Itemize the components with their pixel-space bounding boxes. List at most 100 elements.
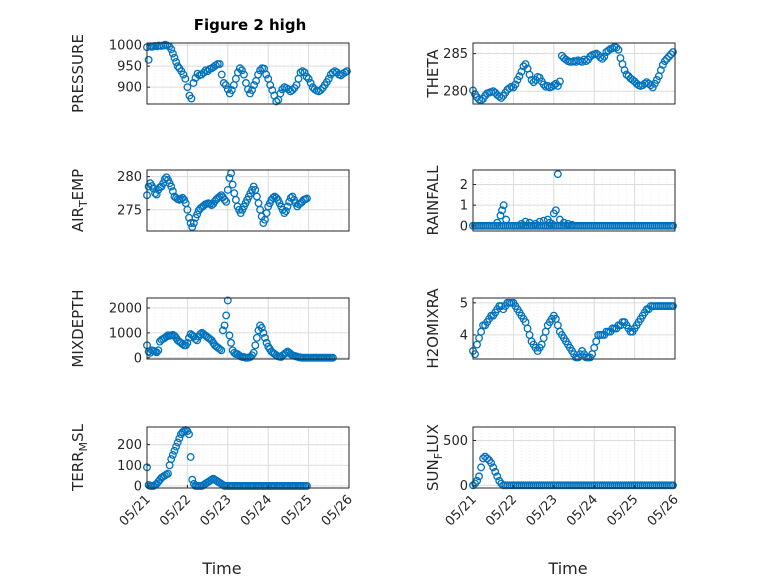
data-point bbox=[473, 476, 481, 485]
data-point bbox=[664, 52, 673, 61]
data-point bbox=[496, 211, 505, 220]
data-point bbox=[256, 66, 265, 75]
data-point bbox=[669, 481, 677, 490]
subplot-5: 5 4 H2OMIXRA bbox=[424, 288, 677, 369]
plot-area bbox=[147, 298, 349, 359]
subplot-4: 2000 1000 0 MIXDEPTH bbox=[69, 289, 350, 368]
data-point bbox=[660, 57, 669, 66]
series-markers bbox=[469, 452, 677, 490]
data-point bbox=[328, 353, 337, 362]
y-tick-label: 100 bbox=[117, 459, 142, 474]
data-point bbox=[551, 79, 560, 88]
data-point bbox=[219, 79, 228, 87]
data-point bbox=[498, 206, 507, 215]
data-point bbox=[227, 338, 235, 347]
data-point bbox=[183, 83, 192, 92]
data-point bbox=[535, 73, 544, 82]
data-point bbox=[568, 220, 576, 229]
y-tick-label: 500 bbox=[443, 434, 468, 449]
data-point bbox=[563, 219, 572, 228]
data-point bbox=[249, 348, 258, 357]
x-axis-label: Time bbox=[201, 559, 241, 578]
y-tick-label: 900 bbox=[117, 81, 142, 96]
data-point bbox=[185, 430, 193, 439]
data-point bbox=[551, 206, 560, 215]
data-point bbox=[669, 221, 677, 230]
subplot-3: 2 1 0 RAINFALL bbox=[424, 165, 677, 235]
data-point bbox=[168, 450, 177, 459]
data-point bbox=[217, 70, 226, 79]
data-point bbox=[650, 79, 659, 88]
data-point bbox=[491, 467, 500, 476]
data-point bbox=[521, 217, 530, 226]
y-axis-label: SUNFLUX bbox=[424, 424, 445, 491]
data-point bbox=[172, 57, 181, 66]
y-tick-label: 950 bbox=[117, 60, 142, 75]
data-point bbox=[183, 338, 192, 347]
data-point bbox=[215, 60, 224, 68]
data-point bbox=[600, 52, 609, 61]
y-tick-label: 1000 bbox=[109, 39, 142, 54]
data-point bbox=[191, 73, 200, 82]
series-markers bbox=[469, 298, 677, 362]
data-point bbox=[549, 81, 558, 90]
data-point bbox=[596, 53, 605, 62]
data-point bbox=[266, 81, 275, 90]
data-point bbox=[499, 201, 508, 210]
data-point bbox=[489, 463, 498, 472]
data-point bbox=[304, 74, 313, 83]
data-point bbox=[217, 346, 226, 355]
data-point bbox=[235, 64, 244, 73]
data-point bbox=[511, 80, 520, 89]
data-point bbox=[539, 80, 548, 89]
data-point bbox=[497, 94, 506, 102]
y-tick-label: 4 bbox=[460, 328, 468, 343]
data-point bbox=[531, 219, 540, 228]
data-point bbox=[553, 81, 562, 90]
y-tick-label: 1000 bbox=[109, 326, 142, 341]
data-point bbox=[196, 330, 205, 339]
y-axis-label: AIRTEMP bbox=[69, 169, 90, 232]
data-point bbox=[547, 219, 556, 228]
data-point bbox=[181, 74, 190, 83]
axes-box bbox=[146, 426, 350, 489]
data-point bbox=[244, 85, 252, 94]
data-point bbox=[282, 348, 290, 357]
data-point bbox=[250, 81, 259, 90]
data-point bbox=[477, 463, 486, 472]
data-point bbox=[167, 455, 176, 464]
data-point bbox=[662, 54, 671, 63]
data-point bbox=[240, 70, 248, 79]
data-point bbox=[527, 75, 536, 84]
y-tick-label: 0 bbox=[134, 351, 142, 366]
data-point bbox=[222, 197, 231, 206]
data-point bbox=[220, 321, 229, 330]
data-point bbox=[220, 195, 229, 204]
series-markers bbox=[143, 296, 337, 362]
data-point bbox=[252, 333, 261, 342]
y-tick-label: 0 bbox=[460, 219, 468, 234]
data-point bbox=[225, 331, 234, 340]
data-point bbox=[302, 72, 311, 81]
data-point bbox=[172, 442, 181, 451]
data-point bbox=[215, 345, 224, 353]
data-point bbox=[261, 333, 269, 342]
data-point bbox=[227, 86, 236, 95]
data-point bbox=[517, 219, 526, 228]
data-point bbox=[614, 45, 623, 54]
data-point bbox=[170, 446, 179, 455]
y-tick-label: 1 bbox=[460, 199, 468, 214]
data-point bbox=[493, 218, 502, 227]
data-point bbox=[188, 475, 197, 484]
data-point bbox=[186, 219, 195, 227]
data-point bbox=[288, 86, 297, 95]
data-point bbox=[179, 70, 188, 79]
data-point bbox=[495, 92, 504, 101]
data-point bbox=[475, 472, 484, 481]
data-point bbox=[144, 55, 153, 64]
plot-area bbox=[473, 427, 675, 488]
data-point bbox=[228, 180, 237, 189]
series-markers bbox=[143, 40, 351, 106]
data-point bbox=[519, 62, 528, 71]
data-point bbox=[316, 86, 325, 95]
